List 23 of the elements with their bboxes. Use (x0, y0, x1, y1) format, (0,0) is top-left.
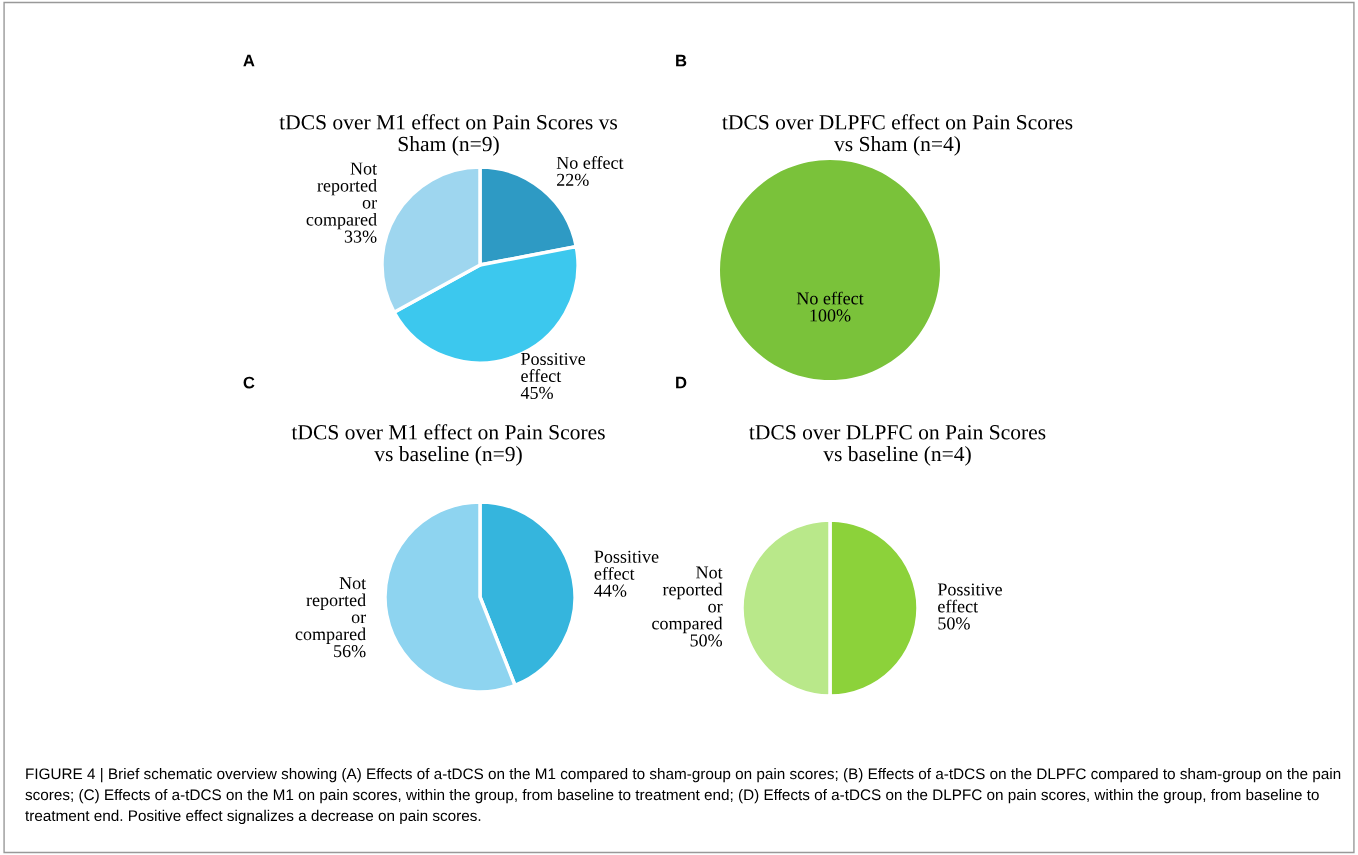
chart-title: tDCS over M1 effect on Pain Scores vs baseline (n=9) (291, 424, 605, 466)
slice-label: Not reported or compared (306, 162, 377, 230)
data-label: 100% (810, 309, 851, 322)
data-label: 56% (334, 645, 366, 658)
data-label: 22% (557, 173, 589, 186)
slice-label: Not reported or compared (295, 577, 367, 644)
chart-title: tDCS over DLPFC on Pain Scores vs baseline (n=4) (749, 425, 1046, 466)
data-label: 45% (520, 386, 553, 400)
slice-label: Possitive effect (937, 583, 1002, 613)
text: A (243, 54, 255, 67)
text: C (243, 376, 255, 389)
chart-title: tDCS over DLPFC effect on Pain Scores vs Sham (n=4) (722, 114, 1073, 156)
data-label: 50% (690, 634, 723, 647)
text: B (676, 54, 687, 67)
data-label: 50% (938, 617, 970, 630)
data-label: 44% (594, 584, 627, 597)
slice-label: No effect (796, 291, 864, 305)
data-label: 33% (344, 230, 377, 243)
text: D (676, 376, 687, 389)
slice-label: No effect (556, 156, 624, 169)
caption: FIGURE 4 | Brief schematic overview showing (A) Effects of a-tDCS on the M1 compared to sham-group on pain scores; (B) Effects of a-tDCS on the DLPFC compared to sham-group on the pain scores; (C) Effects of a-tDCS on the M1 on pain scores, within the group, from baseline to treatment end; (D) Effects of a-tDCS on the DLPFC on pain scores, within the group, from baseline to treatment end. Positive effect signalizes a decrease on pain scores. (25, 768, 1341, 825)
slice-label: Possitive effect (521, 352, 586, 383)
chart-title: tDCS over M1 effect on Pain Scores vs Sham (n=9) (279, 114, 618, 156)
